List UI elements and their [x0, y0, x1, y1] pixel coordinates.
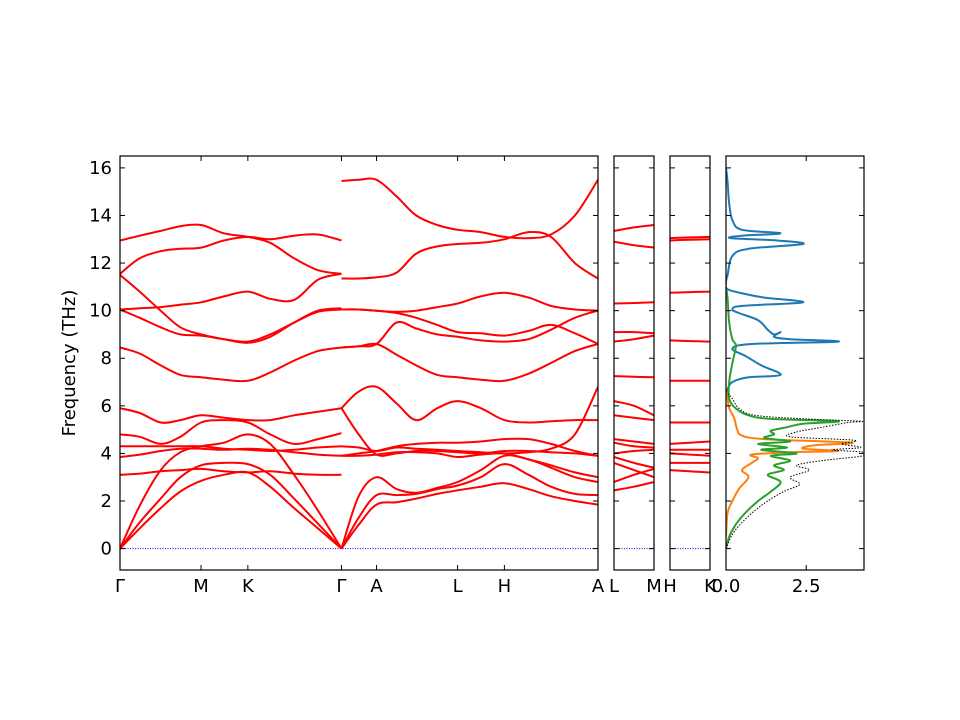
phonon-band-line: [670, 238, 710, 242]
phonon-band-line: [341, 230, 598, 280]
phonon-band-line: [120, 233, 342, 275]
x-tick-label-H: H: [663, 576, 677, 597]
phonon-band-line: [340, 482, 598, 550]
phonon-band-line: [614, 467, 654, 483]
phonon-band-line: [120, 407, 342, 424]
phonon-band-line: [670, 452, 710, 457]
x-tick-label-M: M: [646, 576, 662, 597]
phonon-band-line: [614, 375, 654, 379]
phonon-band-line: [614, 240, 654, 249]
phonon-band-line: [341, 342, 598, 383]
hk-panel-frame: [669, 155, 711, 571]
phonon-band-line: [120, 433, 343, 550]
lm-bands-group: [614, 224, 654, 492]
dos-x-tick-label: 0.0: [712, 576, 741, 597]
y-tick-label: 8: [101, 348, 112, 369]
phonon-band-line: [120, 272, 342, 311]
y-tick-label: 12: [89, 253, 112, 274]
phonon-band-line: [341, 386, 598, 455]
x-tick-label-A: A: [592, 576, 605, 597]
dos-curves-group: [726, 167, 864, 549]
phonon-band-line: [340, 407, 598, 457]
phonon-band-line: [614, 481, 654, 492]
y-tick-label: 6: [101, 396, 112, 417]
phonon-band-line: [614, 461, 654, 479]
x-tick-label-Γ: Γ: [115, 576, 125, 597]
phonon-band-line: [120, 470, 343, 550]
y-tick-label: 2: [101, 491, 112, 512]
main-panel-frame: [119, 155, 599, 571]
phonon-band-line: [670, 440, 710, 445]
dos-panel-frame: [725, 155, 865, 571]
phonon-band-line: [120, 447, 342, 458]
phonon-band-line: [120, 346, 342, 383]
dos-x-tick-label: 2.5: [792, 576, 821, 597]
y-axis-label: Frequency (THz): [59, 290, 80, 437]
phonon-band-line: [670, 290, 710, 294]
phonon-band-line: [614, 331, 654, 335]
phonon-band-line: [120, 419, 342, 445]
x-tick-label-A: A: [370, 576, 383, 597]
phonon-band-line: [614, 414, 654, 422]
phonon-band-line: [614, 448, 654, 455]
phonon-band-line: [120, 461, 343, 550]
phonon-band-line: [614, 438, 654, 445]
hk-bands-group: [670, 235, 710, 474]
partial-dos-line: [726, 167, 840, 395]
phonon-band-line: [120, 223, 342, 275]
main-bands-group: [120, 177, 598, 550]
lm-panel-frame: [613, 155, 655, 571]
phonon-band-line: [120, 274, 342, 344]
phonon-band-line: [614, 224, 654, 232]
phonon-band-line: [340, 454, 598, 549]
phonon-band-line: [670, 339, 710, 343]
phonon-band-line: [670, 469, 710, 474]
y-tick-label: 0: [101, 539, 112, 560]
x-tick-label-M: M: [193, 576, 209, 597]
phonon-band-line: [120, 467, 342, 476]
phonon-band-line: [341, 177, 598, 240]
phonon-band-line: [341, 309, 598, 349]
phonon-band-line: [614, 334, 654, 343]
phonon-band-line: [341, 291, 598, 313]
y-tick-label: 16: [89, 158, 112, 179]
x-tick-label-H: H: [498, 576, 512, 597]
x-tick-label-L: L: [453, 576, 463, 597]
x-tick-label-K: K: [242, 576, 255, 597]
x-tick-label-L: L: [609, 576, 619, 597]
total-dos-line: [726, 391, 864, 549]
x-tick-label-K: K: [704, 576, 717, 597]
phonon-band-line: [614, 441, 654, 449]
x-tick-label-Γ: Γ: [336, 576, 346, 597]
y-tick-label: 4: [101, 443, 112, 464]
phonon-band-line: [614, 456, 654, 469]
phonon-band-line: [340, 463, 598, 550]
partial-dos-line: [726, 286, 840, 549]
phonon-band-line: [120, 445, 342, 453]
phonon-band-line: [340, 385, 598, 424]
phonon-band-line: [614, 301, 654, 305]
y-tick-label: 14: [89, 205, 112, 226]
phonon-band-line: [670, 235, 710, 240]
partial-dos-line: [726, 391, 854, 537]
phonon-band-line: [614, 400, 654, 417]
y-tick-label: 10: [89, 301, 112, 322]
